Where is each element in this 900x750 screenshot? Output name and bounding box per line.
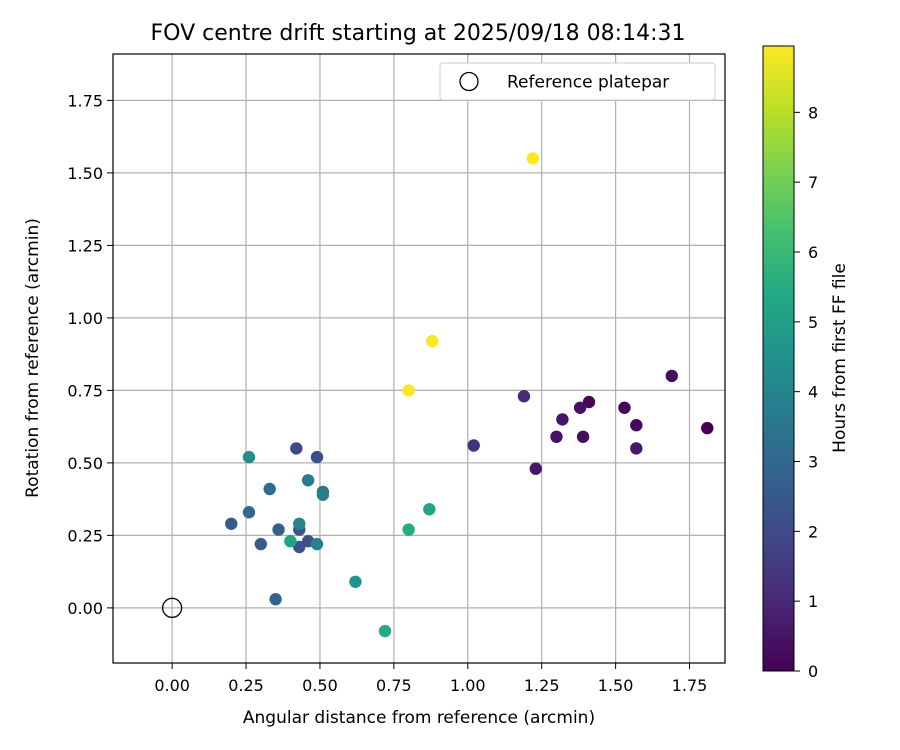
y-tick-label: 1.75 [67, 91, 103, 110]
colorbar-frame [762, 45, 795, 672]
colorbar-tick-label: 6 [808, 243, 818, 262]
data-point [242, 450, 256, 464]
legend: Reference platepar [439, 62, 716, 101]
data-point [630, 419, 643, 432]
data-point [301, 474, 315, 487]
colorbar-tick-label: 8 [808, 103, 818, 122]
data-point [310, 450, 324, 464]
x-axis-ticks: 0.00 0.25 0.50 0.75 1.00 1.25 1.50 1.75 [154, 663, 707, 695]
data-point [423, 503, 436, 516]
y-tick-label: 0.00 [67, 599, 103, 618]
data-point [242, 506, 256, 519]
y-axis-label: Rotation from reference (arcmin) [23, 218, 43, 498]
data-point [665, 369, 678, 383]
y-tick-label: 0.25 [67, 526, 103, 545]
data-point [701, 421, 714, 435]
y-tick-label: 0.50 [67, 454, 103, 473]
colorbar-tick-label: 2 [808, 522, 818, 541]
data-point [517, 390, 531, 403]
x-tick-label: 1.00 [450, 676, 486, 695]
data-point [556, 413, 569, 426]
data-point [263, 482, 276, 496]
legend-marker [459, 71, 479, 92]
reference-point-group [161, 597, 183, 619]
x-tick-label: 0.25 [228, 676, 264, 695]
data-point [529, 462, 542, 475]
data-point [550, 430, 563, 443]
data-point [293, 540, 306, 554]
reference-point [161, 597, 183, 619]
data-point [618, 401, 631, 414]
data-point [310, 537, 324, 551]
data-point [225, 517, 238, 530]
data-point [378, 624, 392, 638]
data-point [254, 537, 268, 551]
colorbar-tick-label: 0 [808, 662, 818, 681]
x-tick-label: 0.00 [154, 676, 190, 695]
grid-lines [113, 54, 725, 663]
x-tick-label: 1.50 [598, 676, 634, 695]
colorbar-tick-label: 7 [808, 173, 818, 192]
x-tick-label: 0.50 [302, 676, 338, 695]
data-point [272, 523, 285, 536]
colorbar: 0 1 2 3 4 5 6 7 8 Hours from first FF file [762, 45, 850, 681]
data-point [582, 395, 596, 409]
colorbar-tick-label: 4 [808, 383, 818, 402]
data-point [349, 575, 362, 588]
data-point [269, 593, 282, 606]
y-tick-label: 1.25 [67, 236, 103, 255]
y-tick-label: 1.50 [67, 164, 103, 183]
x-axis-label: Angular distance from reference (arcmin) [243, 708, 595, 728]
colorbar-tick-label: 3 [808, 453, 818, 472]
y-tick-label: 1.00 [67, 309, 103, 328]
data-point [573, 401, 587, 414]
x-tick-label: 1.25 [524, 676, 560, 695]
data-point [293, 517, 306, 530]
data-point [576, 430, 590, 443]
data-point [630, 442, 643, 455]
plot-area [113, 54, 725, 663]
data-point [290, 442, 303, 455]
legend-entry-reference-platepar: Reference platepar [507, 73, 669, 93]
colorbar-ticks: 0 1 2 3 4 5 6 7 8 [794, 103, 818, 681]
data-point [316, 488, 330, 501]
data-point [526, 152, 540, 165]
plot-frame [112, 53, 726, 664]
colorbar-tick-label: 1 [808, 592, 818, 611]
chart-title: FOV centre drift starting at 2025/09/18 … [151, 21, 686, 46]
data-point [426, 334, 439, 348]
x-tick-label: 1.75 [672, 676, 708, 695]
data-point [402, 523, 415, 536]
data-point [467, 439, 480, 452]
y-tick-label: 0.75 [67, 381, 103, 400]
y-axis-ticks: 0.00 0.25 0.50 0.75 1.00 1.25 1.50 1.75 [67, 91, 113, 618]
colorbar-tick-label: 5 [808, 313, 818, 332]
data-points [225, 152, 714, 638]
colorbar-label: Hours from first FF file [830, 263, 850, 453]
data-point [402, 384, 415, 397]
colorbar-gradient [763, 46, 794, 671]
x-tick-label: 0.75 [376, 676, 412, 695]
data-point [284, 535, 297, 548]
legend-box [439, 62, 716, 101]
